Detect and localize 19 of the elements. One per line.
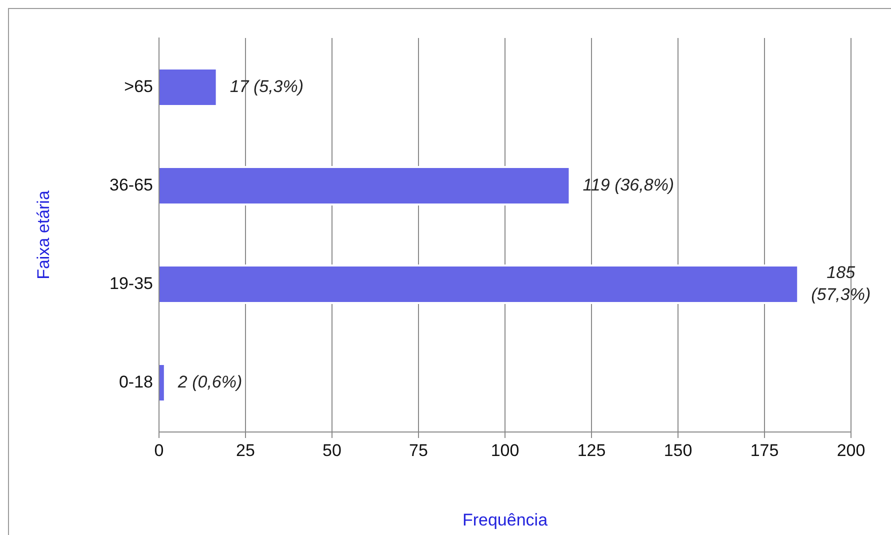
x-tick-label: 25 — [236, 440, 255, 460]
y-axis-title: Faixa etária — [34, 190, 53, 280]
data-label: 2 (0,6%) — [176, 372, 242, 392]
data-label: 17 (5,3%) — [230, 76, 304, 96]
y-tick-label: 19-35 — [110, 274, 153, 293]
x-axis-title: Frequência — [462, 510, 548, 530]
data-label: 185 (57,3%) — [811, 262, 871, 304]
y-tick-label: 0-18 — [118, 372, 153, 392]
x-tick-label: 100 — [490, 440, 520, 460]
x-tick-label: 150 — [664, 440, 692, 460]
x-tick-label: 175 — [750, 440, 779, 460]
y-tick-label: 36-65 — [110, 175, 153, 194]
x-tick-label: 200 — [836, 440, 866, 460]
x-tick-label: 50 — [322, 440, 342, 460]
data-label: 119 (36,8%) — [582, 175, 674, 194]
x-tick-label: 0 — [154, 440, 164, 460]
y-tick-label: >65 — [124, 76, 153, 96]
x-tick-label: 75 — [409, 440, 428, 460]
x-tick-label: 125 — [577, 440, 606, 460]
